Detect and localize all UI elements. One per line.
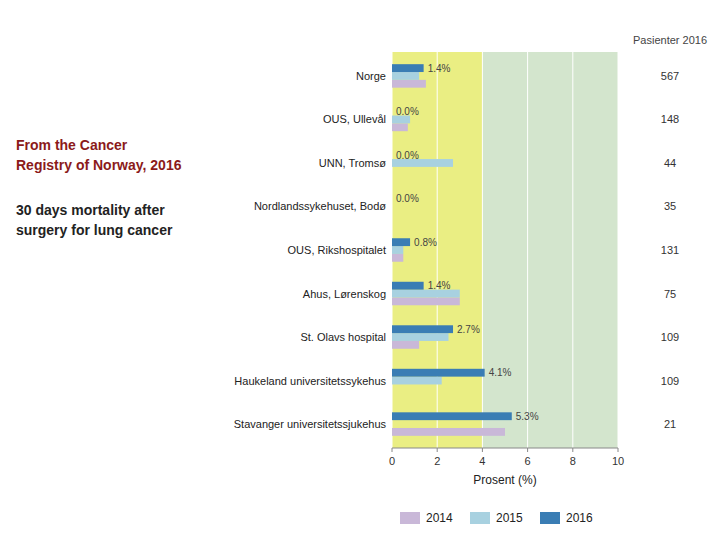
legend-label: 2016 — [566, 511, 593, 525]
data-label: 0.8% — [414, 237, 437, 248]
legend-label: 2015 — [496, 511, 523, 525]
grid-line — [572, 52, 573, 448]
bar — [392, 108, 393, 116]
bar — [392, 254, 403, 262]
patients-value: 109 — [661, 331, 679, 343]
legend-swatch — [470, 512, 490, 524]
x-axis-label: Prosent (%) — [473, 473, 536, 487]
bar — [392, 151, 393, 159]
data-label: 0.0% — [396, 193, 419, 204]
x-tick — [572, 448, 573, 452]
bar — [392, 377, 442, 385]
data-label: 0.0% — [396, 106, 419, 117]
x-tick-label: 0 — [389, 455, 395, 467]
x-tick-label: 4 — [479, 455, 485, 467]
patients-value: 75 — [664, 288, 676, 300]
grid-line — [482, 52, 483, 448]
y-tick-label: UNN, Tromsø — [319, 157, 387, 169]
x-tick — [527, 448, 528, 452]
bar — [392, 369, 485, 377]
x-axis-line — [392, 448, 618, 449]
patients-value: 21 — [664, 418, 676, 430]
bar — [392, 80, 426, 88]
bar — [392, 297, 460, 305]
y-tick-label: OUS, Ullevål — [323, 113, 386, 125]
title: From the Cancer Registry of Norway, 2016 — [16, 137, 182, 173]
patients-value: 109 — [661, 375, 679, 387]
bar — [392, 167, 393, 175]
bar — [392, 341, 419, 349]
legend-label: 2014 — [426, 511, 453, 525]
data-label: 1.4% — [428, 280, 451, 291]
bar — [392, 325, 453, 333]
patients-value: 148 — [661, 113, 679, 125]
grid-line — [437, 52, 438, 448]
bar — [392, 412, 512, 420]
subtitle-line: surgery for lung cancer — [16, 222, 173, 238]
data-label: 4.1% — [489, 367, 512, 378]
data-label: 5.3% — [516, 411, 539, 422]
legend-swatch — [400, 512, 420, 524]
data-label: 2.7% — [457, 324, 480, 335]
subtitle-line: 30 days mortality after — [16, 202, 165, 218]
y-tick-label: St. Olavs hospital — [300, 331, 386, 343]
bar — [392, 333, 449, 341]
y-tick-label: OUS, Rikshospitalet — [288, 244, 386, 256]
x-tick — [482, 448, 483, 452]
grid-line — [618, 52, 619, 448]
legend-swatch — [540, 512, 560, 524]
y-tick-label: Norge — [356, 70, 386, 82]
band — [392, 52, 618, 448]
bar — [392, 238, 410, 246]
patients-value: 44 — [664, 157, 676, 169]
plot-area — [392, 52, 618, 448]
x-tick — [392, 448, 393, 452]
bar — [392, 428, 505, 436]
data-label: 0.0% — [396, 150, 419, 161]
x-tick-label: 6 — [525, 455, 531, 467]
x-tick — [437, 448, 438, 452]
patients-value: 567 — [661, 70, 679, 82]
patients-value: 131 — [661, 244, 679, 256]
title-line: From the Cancer — [16, 137, 128, 153]
patients-value: 35 — [664, 200, 676, 212]
subtitle: 30 days mortality after surgery for lung … — [16, 202, 173, 238]
bar — [392, 420, 393, 428]
bar — [392, 195, 393, 203]
bar — [392, 384, 393, 392]
bar — [392, 72, 419, 80]
x-tick-label: 10 — [612, 455, 624, 467]
data-label: 1.4% — [428, 63, 451, 74]
bar — [392, 64, 424, 72]
bar — [392, 203, 393, 211]
grid-line — [527, 52, 528, 448]
y-tick-label: Ahus, Lørenskog — [303, 288, 386, 300]
bar — [392, 246, 403, 254]
title-line: Registry of Norway, 2016 — [16, 157, 182, 173]
x-tick-label: 8 — [570, 455, 576, 467]
y-tick-label: Haukeland universitetssykehus — [234, 375, 386, 387]
x-tick — [618, 448, 619, 452]
legend: 2014 2015 2016 — [400, 511, 593, 525]
bar — [392, 282, 424, 290]
chart: From the Cancer Registry of Norway, 2016 3… — [0, 0, 720, 540]
patients-header: Pasienter 2016 — [633, 34, 707, 46]
band — [392, 52, 482, 448]
y-tick-label: Nordlandssykehuset, Bodø — [254, 200, 386, 212]
x-tick-label: 2 — [434, 455, 440, 467]
bar — [392, 210, 393, 218]
bar — [392, 123, 408, 131]
y-tick-label: Stavanger universitetssjukehus — [234, 418, 387, 430]
